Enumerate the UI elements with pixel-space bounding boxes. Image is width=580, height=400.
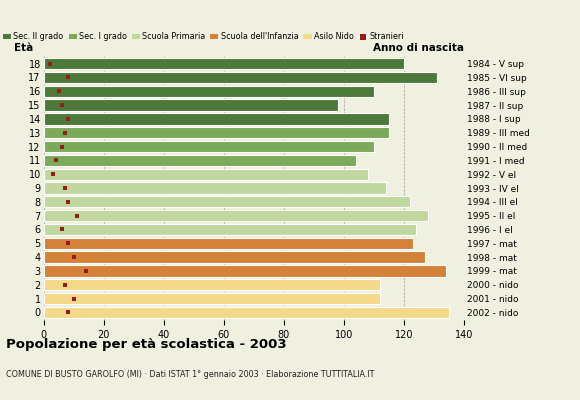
Bar: [44, 238, 413, 249]
Text: Anno di nascita: Anno di nascita: [373, 43, 464, 53]
Bar: [44, 265, 446, 276]
Bar: [44, 141, 374, 152]
Text: COMUNE DI BUSTO GAROLFO (MI) · Dati ISTAT 1° gennaio 2003 · Elaborazione TUTTITA: COMUNE DI BUSTO GAROLFO (MI) · Dati ISTA…: [6, 370, 374, 379]
Bar: [44, 293, 380, 304]
Text: Età: Età: [14, 43, 33, 53]
Bar: [44, 279, 380, 290]
Bar: [44, 307, 449, 318]
Bar: [44, 86, 374, 97]
Bar: [44, 100, 338, 111]
Bar: [44, 182, 386, 194]
Bar: [44, 58, 404, 69]
Bar: [44, 210, 428, 221]
Bar: [44, 155, 356, 166]
Text: Popolazione per età scolastica - 2003: Popolazione per età scolastica - 2003: [6, 338, 287, 351]
Bar: [44, 113, 389, 124]
Bar: [44, 196, 410, 208]
Bar: [44, 224, 416, 235]
Bar: [44, 252, 425, 263]
Bar: [44, 72, 437, 83]
Bar: [44, 168, 368, 180]
Bar: [44, 127, 389, 138]
Legend: Sec. II grado, Sec. I grado, Scuola Primaria, Scuola dell'Infanzia, Asilo Nido, : Sec. II grado, Sec. I grado, Scuola Prim…: [3, 32, 404, 42]
